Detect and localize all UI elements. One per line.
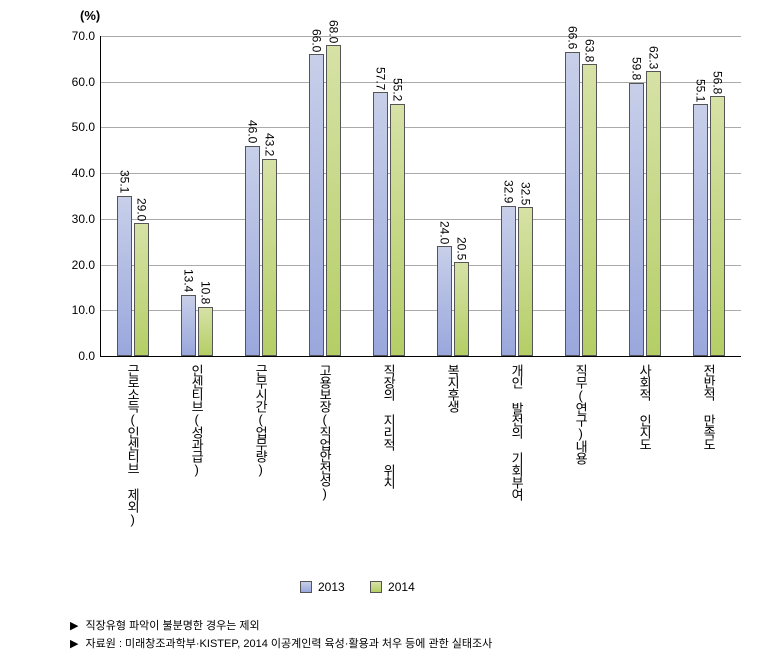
bar-2014 [582,64,597,356]
bar-value-label: 24.0 [438,221,452,244]
bar-value-label: 68.0 [327,20,341,43]
legend-label-2014: 2014 [388,580,415,594]
bar-value-label: 35.1 [118,170,132,193]
y-tick-label: 70.0 [55,29,95,43]
y-tick-label: 20.0 [55,258,95,272]
footnotes: ▶ 직장유형 파악이 불분명한 경우는 제외 ▶ 자료원 : 미래창조과학부·K… [70,618,492,653]
bar-2013 [565,52,580,356]
bar-value-label: 55.1 [694,79,708,102]
bar-value-label: 66.6 [566,26,580,49]
bar-value-label: 32.5 [519,182,533,205]
legend-item-2013: 2013 [300,580,345,594]
footnote-text-2: 자료원 : 미래창조과학부·KISTEP, 2014 이공계인력 육성·활용과 … [86,638,493,650]
bar-value-label: 32.9 [502,180,516,203]
bar-2013 [373,92,388,356]
bar-2014 [646,71,661,356]
bar-2013 [245,146,260,356]
bar-2014 [262,159,277,356]
bar-value-label: 13.4 [182,269,196,292]
category-label: 인센티브(성과급) [189,364,203,476]
footnote-marker: ▶ [70,618,78,636]
category-label: 복지후생 [445,364,459,412]
bar-2013 [117,196,132,356]
bar-2013 [437,246,452,356]
bar-2014 [710,96,725,356]
bar-2013 [181,295,196,356]
bar-value-label: 59.8 [630,57,644,80]
category-label: 직무(연구)내용 [573,364,587,464]
footnote-marker: ▶ [70,636,78,654]
bars-layer: 35.129.013.410.846.043.266.068.057.755.2… [101,36,741,356]
bar-2014 [198,307,213,356]
y-tick-label: 50.0 [55,120,95,134]
bar-2013 [501,206,516,356]
footnote-text-1: 직장유형 파악이 불분명한 경우는 제외 [86,620,260,632]
legend-swatch-2013 [300,581,312,593]
category-label: 근로소득(인센티브 제외) [125,364,139,526]
bar-value-label: 43.2 [263,133,277,156]
bar-2014 [518,207,533,356]
legend-item-2014: 2014 [370,580,415,594]
bar-value-label: 62.3 [647,46,661,69]
bar-2014 [134,223,149,356]
category-label: 고용보장(직업안전성) [317,364,331,500]
bar-value-label: 55.2 [391,78,405,101]
bar-value-label: 29.0 [135,198,149,221]
bar-value-label: 10.8 [199,281,213,304]
bar-value-label: 20.5 [455,237,469,260]
bar-2013 [309,54,324,356]
category-label: 개인 발전의 기회부여 [509,364,523,500]
legend-label-2013: 2013 [318,580,345,594]
bar-value-label: 56.8 [711,71,725,94]
legend: 2013 2014 [300,580,437,596]
bar-2014 [326,45,341,356]
y-tick-label: 60.0 [55,75,95,89]
bar-2013 [693,104,708,356]
bar-value-label: 57.7 [374,67,388,90]
y-tick-label: 10.0 [55,303,95,317]
category-label: 전반적 만족도 [701,364,715,450]
y-axis-title: (%) [80,8,100,23]
bar-2014 [390,104,405,356]
bar-value-label: 46.0 [246,120,260,143]
category-label: 근무시간(업무량) [253,364,267,476]
y-tick-label: 40.0 [55,166,95,180]
bar-2014 [454,262,469,356]
bar-value-label: 66.0 [310,29,324,52]
chart-plot-area: 35.129.013.410.846.043.266.068.057.755.2… [100,36,741,357]
y-tick-label: 0.0 [55,349,95,363]
bar-2013 [629,83,644,356]
category-label: 사회적 인지도 [637,364,651,450]
y-tick-label: 30.0 [55,212,95,226]
footnote-1: ▶ 직장유형 파악이 불분명한 경우는 제외 [70,618,492,636]
legend-swatch-2014 [370,581,382,593]
footnote-2: ▶ 자료원 : 미래창조과학부·KISTEP, 2014 이공계인력 육성·활용… [70,636,492,654]
category-label: 직장의 지리적 위치 [381,364,395,488]
bar-value-label: 63.8 [583,39,597,62]
